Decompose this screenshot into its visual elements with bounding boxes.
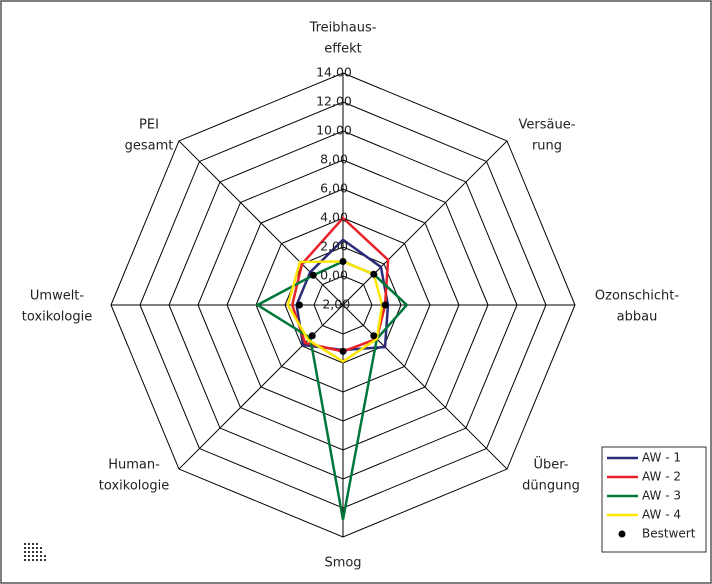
best-dot xyxy=(381,301,389,309)
axis-label: Human- xyxy=(108,458,160,473)
r-tick-label: 0,00 xyxy=(320,268,348,283)
axis-label: abbau xyxy=(617,310,658,325)
axis-label: Über- xyxy=(534,456,569,473)
legend-label: Bestwert xyxy=(642,527,696,541)
r-tick-label: 6,00 xyxy=(320,181,348,196)
best-dot xyxy=(339,258,347,265)
axis-spoke xyxy=(342,140,508,306)
axis-label: Ozonschicht- xyxy=(595,289,680,304)
legend-swatch xyxy=(618,530,626,538)
legend-label: AW - 2 xyxy=(642,470,681,484)
axis-label: rung xyxy=(532,139,562,154)
axis-label: PEI xyxy=(139,118,159,133)
axis-label: Versäue- xyxy=(519,118,576,133)
axis-label: toxikologie xyxy=(22,310,92,325)
axis-spoke xyxy=(342,304,508,470)
r-tick-label: 10,00 xyxy=(316,123,352,138)
r-tick-label: 14,00 xyxy=(316,65,352,80)
best-dot xyxy=(370,270,378,278)
best-dot xyxy=(308,332,316,340)
r-tick-label: 4,00 xyxy=(320,210,348,225)
r-tick-label: 2,00 xyxy=(320,239,348,254)
best-dot xyxy=(296,301,303,309)
axis-spoke xyxy=(178,304,344,470)
axis-label: gesamt xyxy=(125,139,174,154)
axis-label: toxikologie xyxy=(99,479,169,494)
axis-label: effekt xyxy=(324,42,362,57)
axis-label: düngung xyxy=(522,479,580,494)
best-dot xyxy=(309,271,317,279)
series-line xyxy=(286,260,384,364)
legend-label: AW - 4 xyxy=(642,508,681,522)
best-dot xyxy=(339,347,347,355)
r-tick-label: 12,00 xyxy=(316,94,352,109)
best-dot xyxy=(370,332,378,340)
legend-label: AW - 3 xyxy=(642,489,681,503)
logo xyxy=(24,543,46,561)
axis-label: Umwelt- xyxy=(30,289,85,304)
r-tick-label: -2,00 xyxy=(318,297,350,312)
axis-label: Smog xyxy=(324,556,361,571)
axis-label: Treibhaus- xyxy=(309,21,377,36)
legend-label: AW - 1 xyxy=(642,451,681,465)
r-tick-label: 8,00 xyxy=(320,152,348,167)
